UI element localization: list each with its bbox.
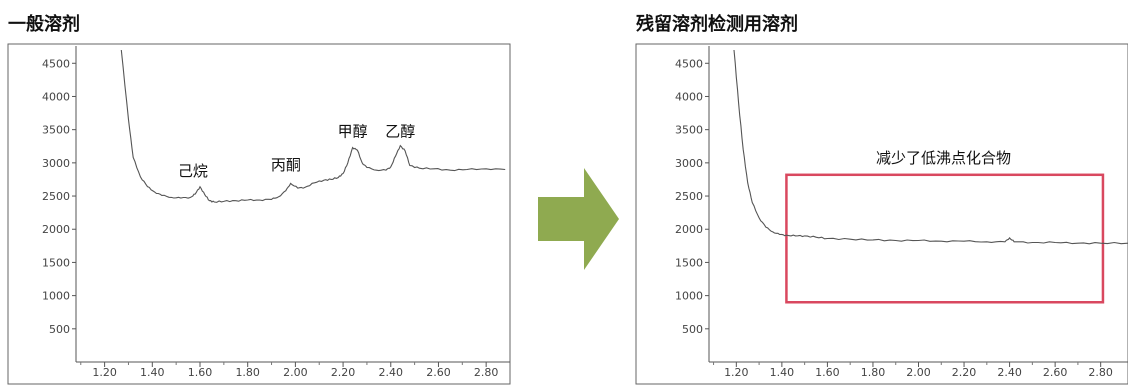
right-x-tick-label: 2.20 — [952, 366, 977, 379]
left-y-tick-label: 2500 — [42, 190, 70, 203]
left-y-tick-label: 3500 — [42, 124, 70, 137]
right-x-tick-label: 1.40 — [770, 366, 795, 379]
left-peak-label: 甲醇 — [338, 122, 368, 140]
left-x-tick-label: 1.40 — [140, 366, 165, 379]
left-peak-label: 己烷 — [178, 162, 208, 180]
highlight-box — [785, 173, 1105, 304]
left-x-tick-label: 2.80 — [474, 366, 499, 379]
left-x-tick-label: 1.80 — [235, 366, 260, 379]
right-y-tick-label: 4000 — [675, 90, 703, 103]
right-y-tick-label: 500 — [682, 323, 703, 336]
left-y-tick-label: 500 — [49, 323, 70, 336]
right-y-tick-label: 3500 — [675, 124, 703, 137]
right-y-tick-label: 1500 — [675, 256, 703, 269]
right-x-tick-label: 1.60 — [815, 366, 840, 379]
right-x-tick-label: 2.60 — [1043, 366, 1068, 379]
right-x-tick-label: 2.00 — [906, 366, 931, 379]
left-y-tick-label: 1500 — [42, 256, 70, 269]
left-x-tick-label: 1.20 — [92, 366, 117, 379]
left-y-tick-label: 4000 — [42, 90, 70, 103]
left-chart-title: 一般溶剂 — [8, 14, 80, 35]
right-y-tick-label: 1000 — [675, 290, 703, 303]
right-x-tick-label: 2.40 — [997, 366, 1022, 379]
right-y-tick-label: 2000 — [675, 223, 703, 236]
left-x-tick-label: 2.40 — [379, 366, 404, 379]
right-x-tick-label: 2.80 — [1088, 366, 1113, 379]
left-y-tick-label: 3000 — [42, 157, 70, 170]
right-x-tick-label: 1.20 — [724, 366, 749, 379]
left-x-tick-label: 2.60 — [426, 366, 451, 379]
right-peak-label: 减少了低沸点化合物 — [876, 149, 1011, 167]
right-x-tick-label: 1.80 — [861, 366, 886, 379]
left-x-tick-label: 1.60 — [188, 366, 213, 379]
left-peak-label: 丙酮 — [271, 156, 301, 174]
left-x-tick-label: 2.20 — [331, 366, 356, 379]
right-y-tick-label: 4500 — [675, 57, 703, 70]
left-series-line — [120, 49, 506, 203]
left-x-tick-label: 2.00 — [283, 366, 308, 379]
left-y-tick-label: 4500 — [42, 57, 70, 70]
right-y-tick-label: 3000 — [675, 157, 703, 170]
left-peak-label: 乙醇 — [385, 122, 415, 140]
right-series-line — [733, 49, 1128, 245]
right-chart-title: 残留溶剂检测用溶剂 — [636, 14, 798, 35]
left-chart-frame — [7, 43, 511, 385]
left-y-tick-label: 1000 — [42, 290, 70, 303]
right-arrow-icon — [538, 168, 619, 270]
right-chart: 4500 4000 3500 3000 2500 2000 1500 1000 500 1.20 1… — [675, 46, 1128, 379]
right-chart-frame — [635, 43, 1128, 385]
left-chart: 4500 4000 3500 3000 2500 2000 1500 1000 500 1.20 1… — [42, 46, 510, 379]
left-y-tick-label: 2000 — [42, 223, 70, 236]
right-y-tick-label: 2500 — [675, 190, 703, 203]
